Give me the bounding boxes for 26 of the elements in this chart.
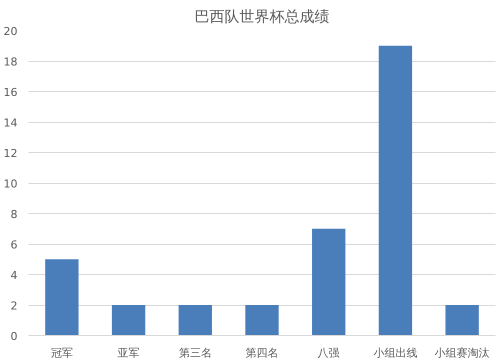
bar xyxy=(245,305,279,336)
bar xyxy=(312,228,346,336)
bar xyxy=(378,46,412,336)
bar xyxy=(445,305,479,336)
bar xyxy=(112,305,146,336)
bar xyxy=(178,305,212,336)
y-tick-label: 18 xyxy=(4,56,18,68)
x-tick-label: 小组赛淘汰 xyxy=(434,346,490,360)
x-tick-label: 小组出线 xyxy=(373,346,418,360)
y-tick-label: 14 xyxy=(4,116,18,130)
x-tick-label: 八强 xyxy=(318,346,340,360)
y-tick-label: 20 xyxy=(4,25,18,38)
bar xyxy=(45,259,79,336)
y-tick-label: 10 xyxy=(4,178,18,190)
x-tick-label: 第三名 xyxy=(178,346,212,360)
x-tick-label: 第四名 xyxy=(246,346,278,360)
y-tick-label: 4 xyxy=(10,269,18,282)
x-tick-label: 冠军 xyxy=(50,346,73,360)
y-tick-label: 0 xyxy=(10,330,18,343)
chart-title: 巴西队世界杯总成绩 xyxy=(194,8,330,26)
y-tick-label: 16 xyxy=(4,86,18,99)
y-tick-label: 2 xyxy=(10,300,18,312)
y-tick-label: 12 xyxy=(4,147,18,160)
y-tick-label: 8 xyxy=(10,208,18,221)
y-tick-label: 6 xyxy=(10,238,18,252)
x-tick-label: 亚军 xyxy=(118,346,140,360)
